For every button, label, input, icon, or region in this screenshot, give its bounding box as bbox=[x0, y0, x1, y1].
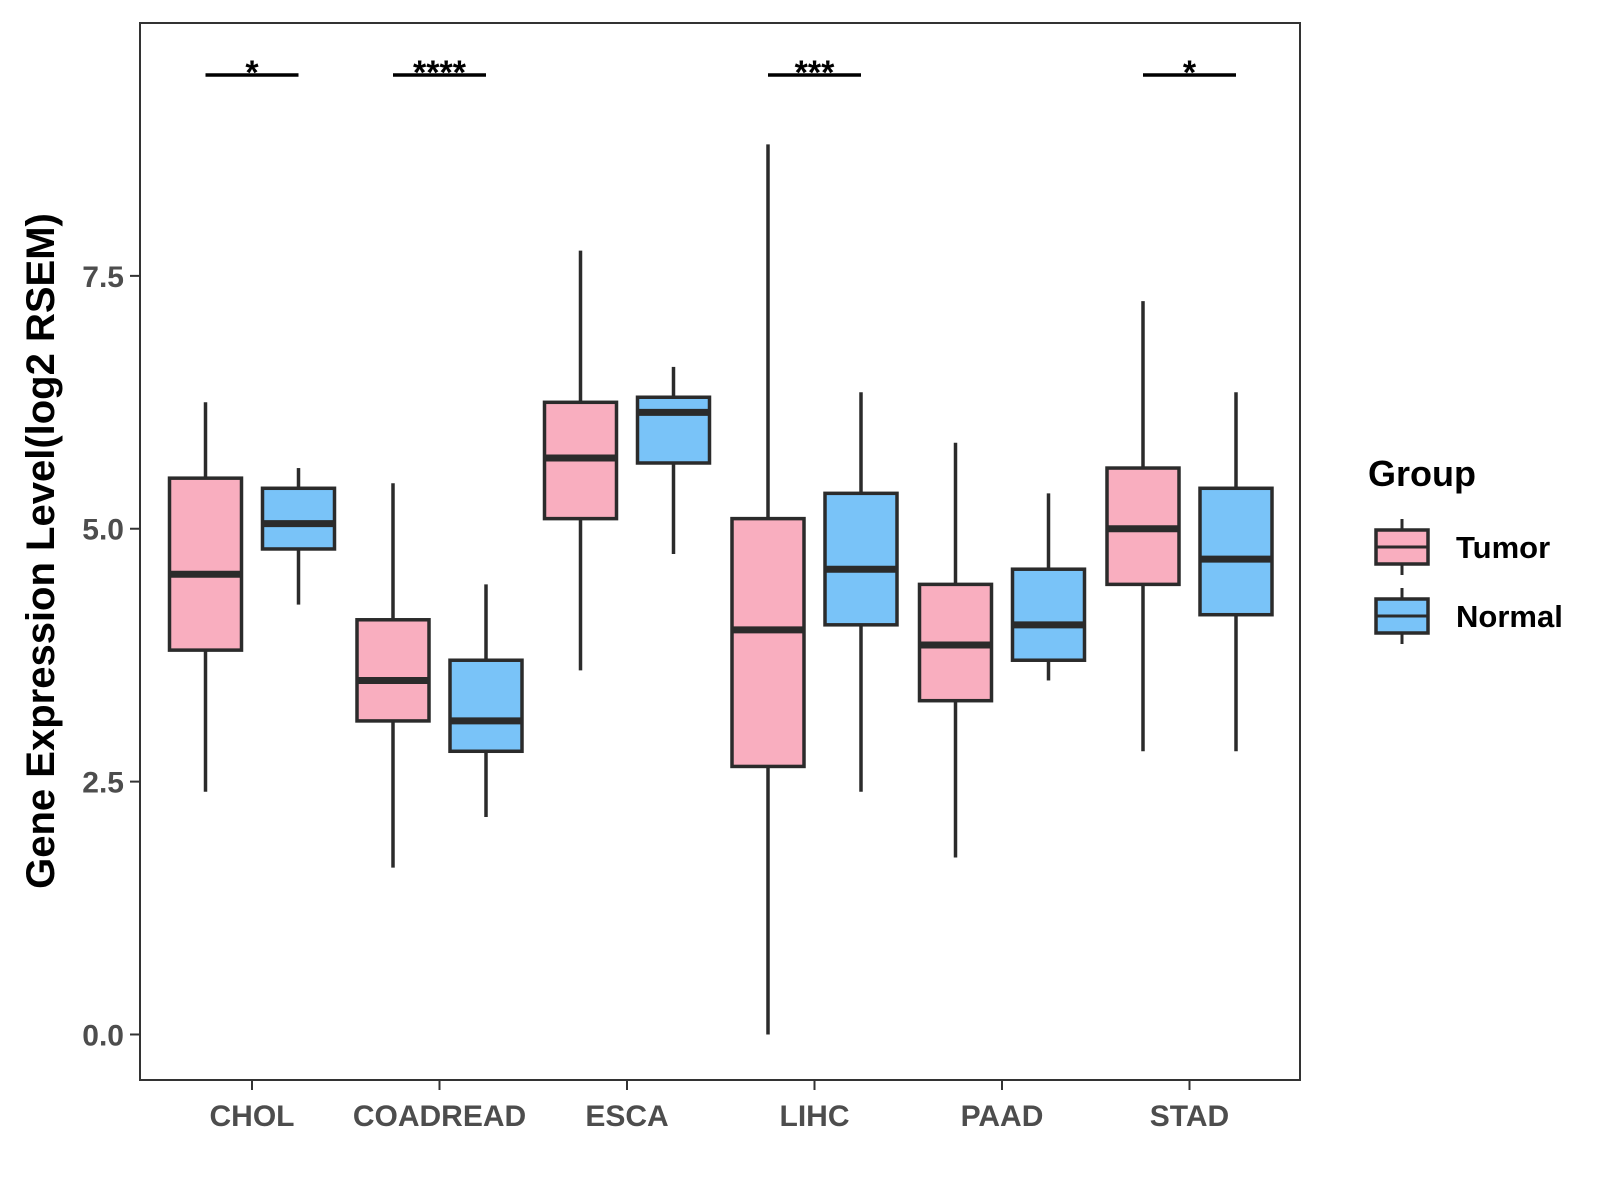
x-tick-label: PAAD bbox=[961, 1100, 1044, 1133]
x-tick-label: LIHC bbox=[780, 1100, 850, 1133]
box-body bbox=[260, 486, 337, 551]
legend-label: Tumor bbox=[1456, 530, 1550, 565]
significance-label: **** bbox=[413, 54, 467, 92]
box-normal-esca bbox=[635, 366, 712, 555]
box-tumor-esca bbox=[542, 250, 619, 671]
box-body bbox=[823, 491, 899, 627]
box-tumor-stad bbox=[1105, 301, 1181, 752]
legend-label: Normal bbox=[1456, 599, 1563, 634]
y-tick-label: 2.5 bbox=[82, 767, 124, 800]
y-tick-label: 7.5 bbox=[82, 261, 124, 294]
x-tick-label: ESCA bbox=[585, 1100, 668, 1133]
box-body bbox=[448, 658, 524, 754]
box-tumor-chol bbox=[167, 402, 244, 792]
box-tumor-lihc bbox=[730, 144, 806, 1035]
significance-label: * bbox=[1183, 54, 1197, 92]
box-normal-stad bbox=[1198, 392, 1274, 752]
box-body bbox=[635, 395, 712, 465]
legend-key-normal: Normal bbox=[1374, 588, 1563, 644]
y-tick-label: 0.0 bbox=[82, 1019, 124, 1052]
box-normal-chol bbox=[260, 468, 337, 605]
legend-title: Group bbox=[1368, 453, 1476, 494]
box-tumor-paad bbox=[917, 442, 994, 858]
x-tick-label: CHOL bbox=[210, 1100, 295, 1133]
significance-label: *** bbox=[795, 54, 835, 92]
legend-key-tumor: Tumor bbox=[1374, 519, 1550, 575]
box-body bbox=[1010, 567, 1087, 662]
box-body bbox=[1198, 486, 1274, 617]
box-normal-lihc bbox=[823, 392, 899, 792]
box-body bbox=[167, 476, 244, 652]
y-axis-title: Gene Expression Level(log2 RSEM) bbox=[19, 213, 63, 889]
y-tick-label: 5.0 bbox=[82, 514, 124, 547]
box-normal-paad bbox=[1010, 493, 1087, 681]
x-tick-label: COADREAD bbox=[353, 1100, 526, 1133]
x-tick-label: STAD bbox=[1150, 1100, 1229, 1133]
significance-label: * bbox=[245, 54, 259, 92]
box-body bbox=[730, 516, 806, 769]
box-normal-coadread bbox=[448, 584, 524, 818]
box-tumor-coadread bbox=[355, 483, 431, 868]
legend: Group Tumor Normal bbox=[1368, 453, 1563, 644]
box-body bbox=[355, 618, 431, 723]
